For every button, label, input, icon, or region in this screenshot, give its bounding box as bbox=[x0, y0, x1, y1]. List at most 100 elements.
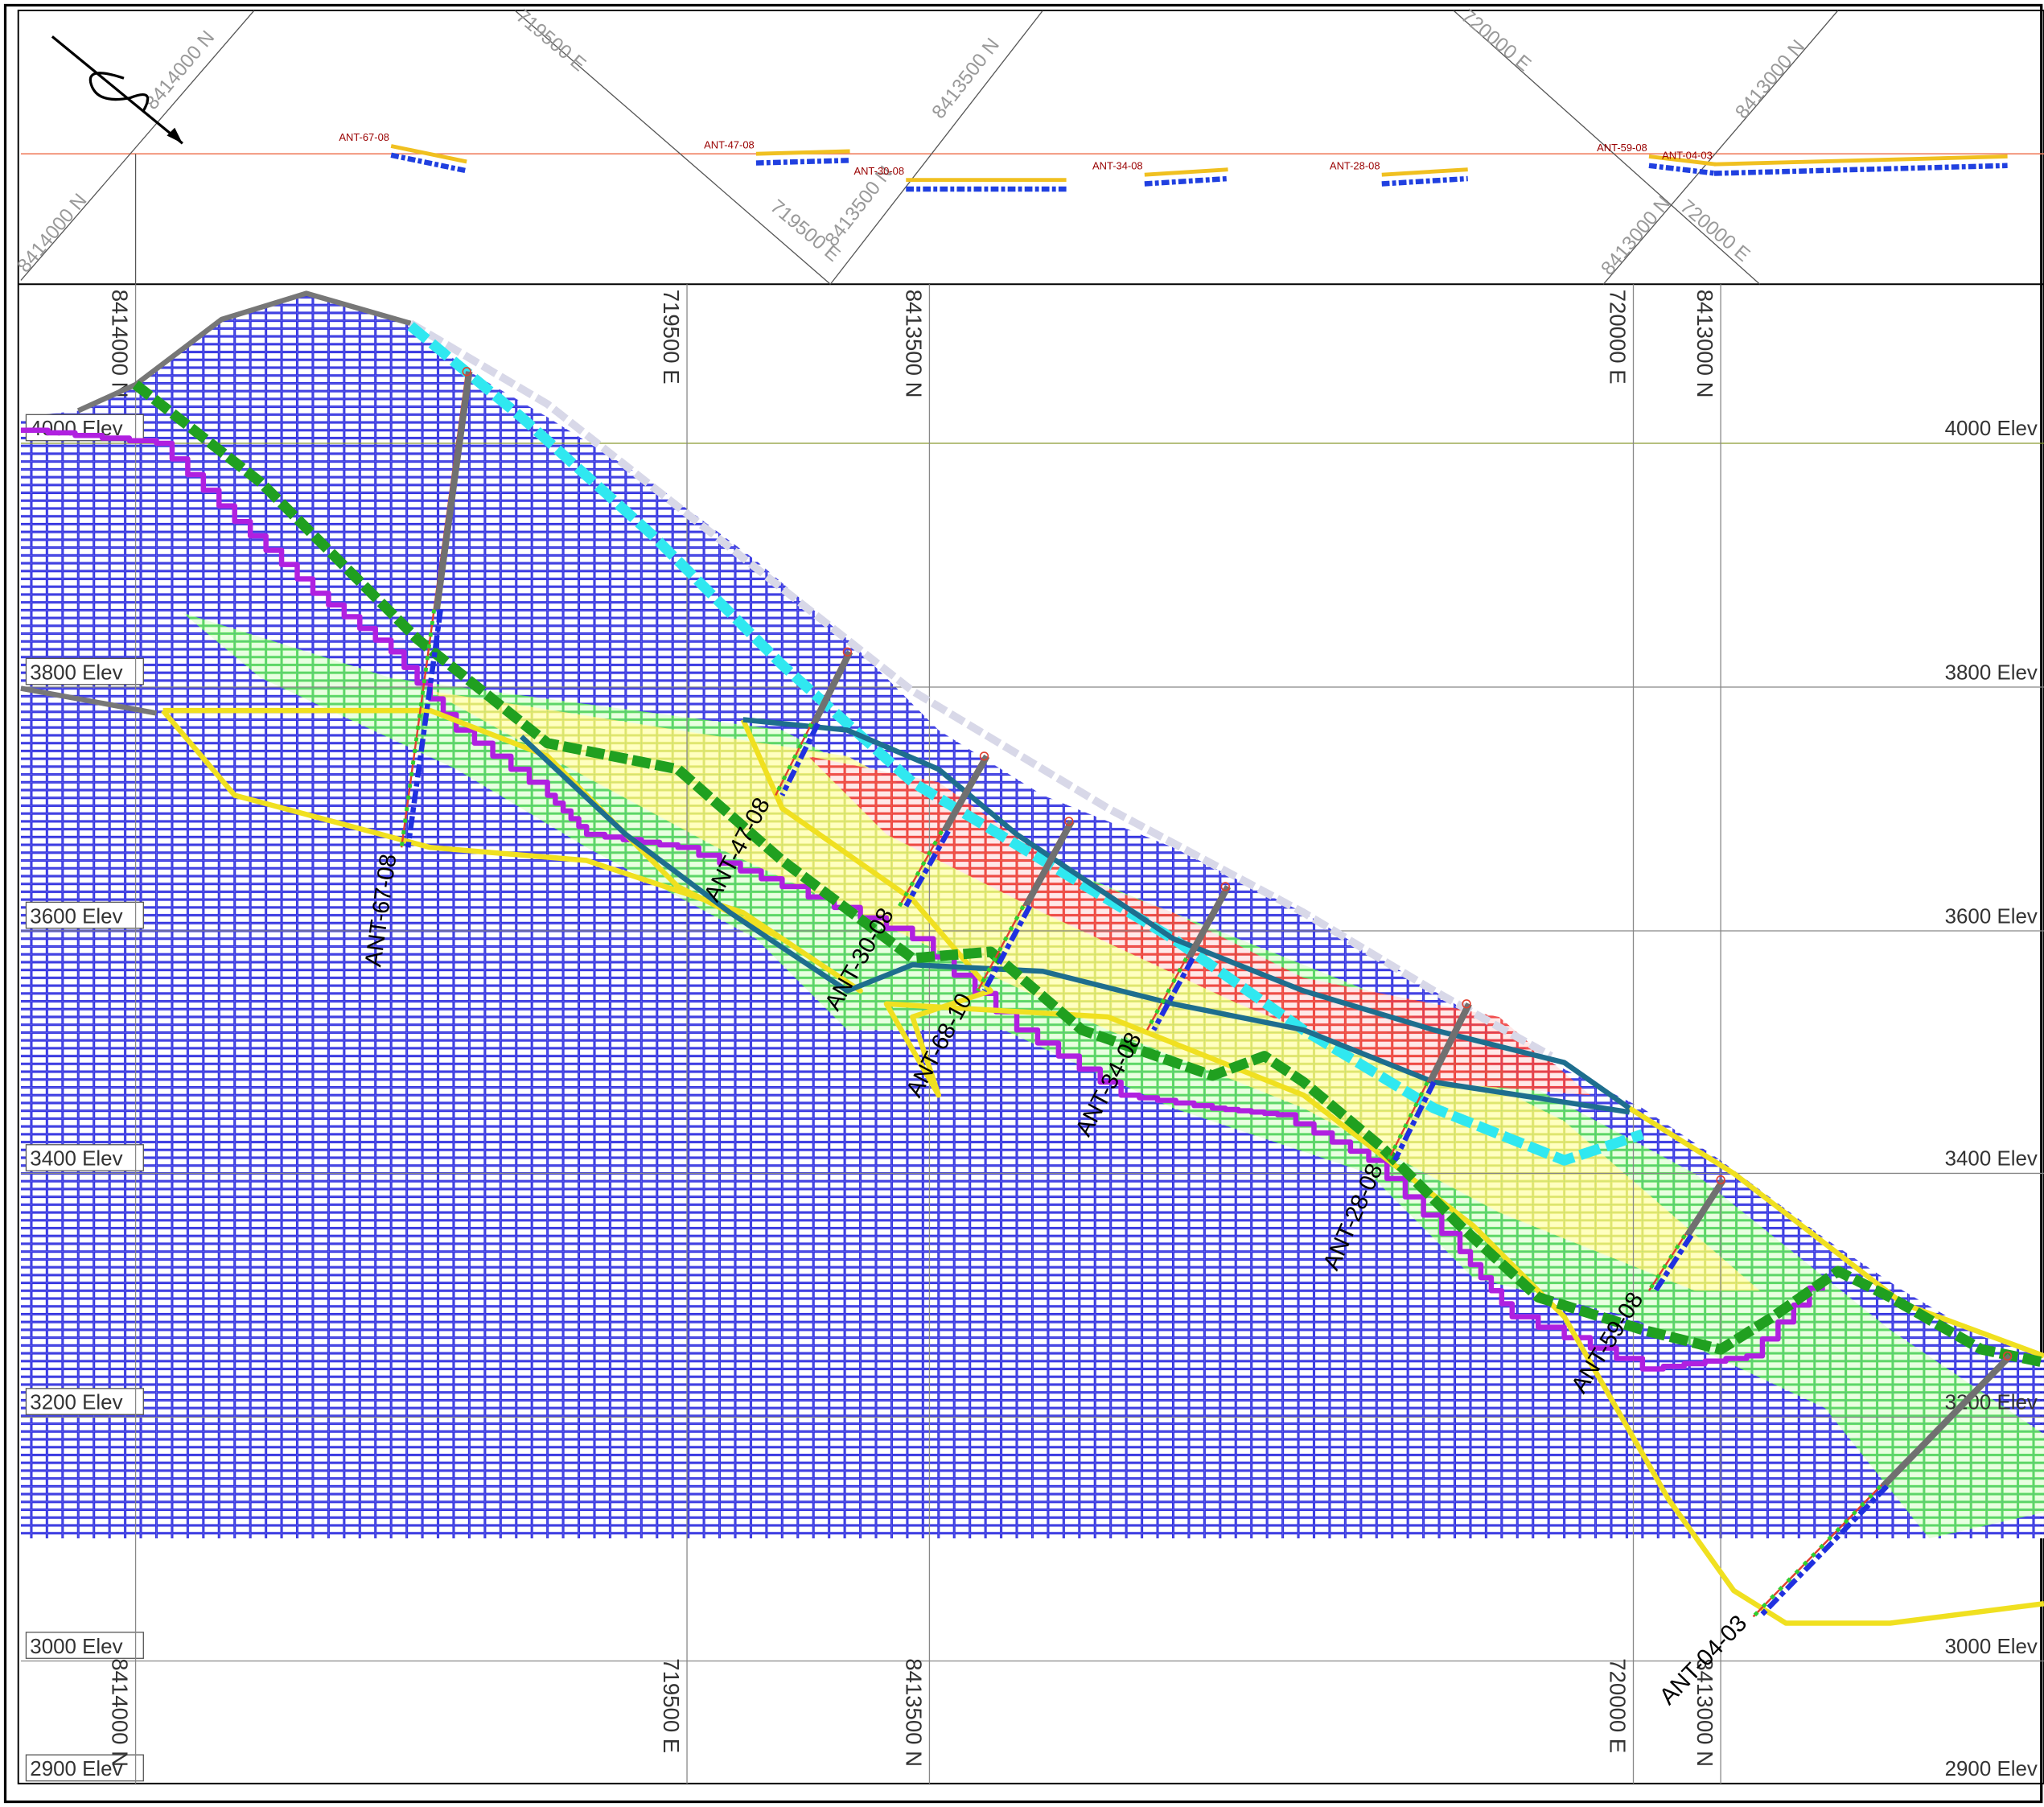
drill-hole-upper bbox=[1427, 1002, 1472, 1084]
drill-hole-assay bbox=[405, 609, 443, 848]
plan-grid bbox=[514, 10, 831, 285]
plan-drill-assay bbox=[755, 158, 850, 166]
drill-hole-upper bbox=[1880, 1353, 2013, 1489]
drill-hole-upper bbox=[811, 650, 853, 726]
elevation-label-right: 3400 Elev bbox=[1945, 1148, 2038, 1171]
plan-drill-label: ANT-47-08 bbox=[704, 139, 755, 151]
plan-grid-label: 8414000 N bbox=[141, 27, 219, 113]
drill-collar bbox=[842, 647, 853, 657]
north-arrow-head bbox=[167, 127, 183, 144]
plan-drill-trace bbox=[390, 144, 467, 164]
plan-drill-trace bbox=[1648, 154, 1716, 167]
plan-grid-label: 8414000 N bbox=[13, 190, 91, 277]
teal-structure bbox=[742, 717, 1631, 1111]
drill-collar bbox=[1064, 817, 1074, 826]
plan-drill-assay bbox=[1713, 163, 2008, 176]
grid-label-top: 720000 E bbox=[1605, 290, 1630, 385]
yellow-envelope bbox=[740, 718, 2044, 1626]
plan-drill-assay bbox=[1648, 163, 1716, 176]
elevation-label-box bbox=[25, 1632, 144, 1659]
plan-drill-label: ANT-34-08 bbox=[1092, 160, 1143, 172]
elevation-label-left: 3200 Elev bbox=[30, 1392, 122, 1414]
grid-label-bottom: 8413000 N bbox=[1692, 1658, 1717, 1767]
plan-drill-assay bbox=[1144, 175, 1228, 187]
light-gray-surface bbox=[409, 319, 1553, 1060]
plan-drill-assay bbox=[390, 152, 467, 174]
drill-hole-assay bbox=[1653, 1233, 1694, 1293]
drill-hole-upper bbox=[1022, 819, 1075, 908]
elevation-label-box bbox=[25, 901, 144, 929]
drill-hole-assay bbox=[1392, 1080, 1437, 1162]
elevation-label-right: 3600 Elev bbox=[1945, 905, 2038, 928]
drill-collar bbox=[2002, 1351, 2013, 1360]
plan-grid bbox=[1453, 10, 1761, 285]
elevation-label-box bbox=[25, 1388, 144, 1415]
grid-label-bottom: 719500 E bbox=[659, 1658, 684, 1753]
drill-hole-assay bbox=[774, 722, 813, 796]
drill-collar bbox=[979, 751, 989, 761]
purple-boundary bbox=[20, 427, 1825, 1372]
plan-grid-label: 8413000 N bbox=[1731, 36, 1809, 123]
drill-hole-upper bbox=[1186, 884, 1232, 961]
grid-label-bottom: 8413500 N bbox=[901, 1658, 926, 1767]
drill-hole-upper bbox=[1684, 1178, 1726, 1237]
elevation-label-right: 3800 Elev bbox=[1945, 661, 2038, 684]
drill-hole-assay bbox=[976, 905, 1026, 992]
contact-line bbox=[20, 685, 158, 716]
topography-line bbox=[76, 290, 412, 414]
grid-label-bottom: 8414000 N bbox=[107, 1658, 132, 1767]
drill-collar bbox=[462, 367, 471, 377]
plan-grid-label: 719500 E bbox=[512, 6, 590, 76]
plan-drill-trace bbox=[1144, 167, 1228, 177]
elevation-label-left: 3800 Elev bbox=[30, 661, 122, 684]
plan-drill-label: ANT-59-08 bbox=[1597, 142, 1647, 154]
drill-hole-assay bbox=[903, 829, 951, 908]
plan-grid bbox=[829, 10, 1043, 285]
grid-label-bottom: 720000 E bbox=[1605, 1658, 1630, 1753]
elevation-label-right: 2900 Elev bbox=[1945, 1758, 2038, 1780]
plan-grid-label: 8413000 N bbox=[1597, 192, 1675, 279]
elevation-label-left: 2900 Elev bbox=[30, 1758, 122, 1780]
outer-frame bbox=[3, 3, 2043, 1804]
drill-collar bbox=[1716, 1175, 1725, 1185]
drill-hole-assay bbox=[981, 904, 1033, 993]
plan-drill-label: ANT-28-08 bbox=[1330, 160, 1380, 172]
drill-collar bbox=[1220, 882, 1230, 891]
plan-drill-label: ANT-30-08 bbox=[853, 165, 904, 177]
drill-hole-assay bbox=[1145, 957, 1188, 1031]
plan-drill-label: ANT-04-03 bbox=[1662, 150, 1713, 162]
grid-label-top: 8414000 N bbox=[107, 290, 132, 398]
plan-grid bbox=[1602, 10, 1839, 285]
plan-grid-label: 720000 E bbox=[1676, 196, 1754, 266]
plan-drill-trace bbox=[1713, 154, 2008, 167]
yellow-envelope bbox=[161, 707, 863, 994]
drill-hole-assay bbox=[898, 829, 944, 908]
drill-hole-upper bbox=[941, 754, 990, 834]
plan-drill-label: ANT-67-08 bbox=[339, 131, 389, 143]
grid-label-top: 719500 E bbox=[659, 290, 684, 385]
yellow-envelope bbox=[1627, 1105, 2044, 1359]
plan-grid-label: 720000 E bbox=[1457, 6, 1535, 76]
elevation-label-right: 4000 Elev bbox=[1945, 418, 2038, 440]
drill-collar bbox=[1462, 999, 1471, 1009]
plan-drill-trace bbox=[1381, 167, 1468, 177]
grid-label-top: 8413500 N bbox=[901, 290, 926, 398]
grid-label-top: 8413000 N bbox=[1692, 290, 1717, 398]
plan-drill-trace bbox=[755, 149, 850, 156]
elevation-label-right: 3000 Elev bbox=[1945, 1636, 2038, 1658]
elevation-label-box bbox=[25, 1144, 144, 1171]
drill-hole-assay bbox=[1386, 1080, 1429, 1162]
elevation-label-left: 3400 Elev bbox=[30, 1148, 122, 1171]
elevation-label-box bbox=[25, 657, 144, 685]
drill-hole-assay bbox=[1758, 1484, 1890, 1619]
drill-hole-assay bbox=[399, 609, 437, 848]
north-arrow bbox=[51, 35, 183, 145]
elevation-label-left: 3600 Elev bbox=[30, 905, 122, 928]
plan-grid bbox=[20, 10, 255, 281]
drill-hole-upper bbox=[433, 371, 473, 611]
cyan-horizon bbox=[407, 322, 1644, 1166]
plan-drill-assay bbox=[1381, 175, 1468, 187]
elevation-label-left: 3000 Elev bbox=[30, 1636, 122, 1658]
